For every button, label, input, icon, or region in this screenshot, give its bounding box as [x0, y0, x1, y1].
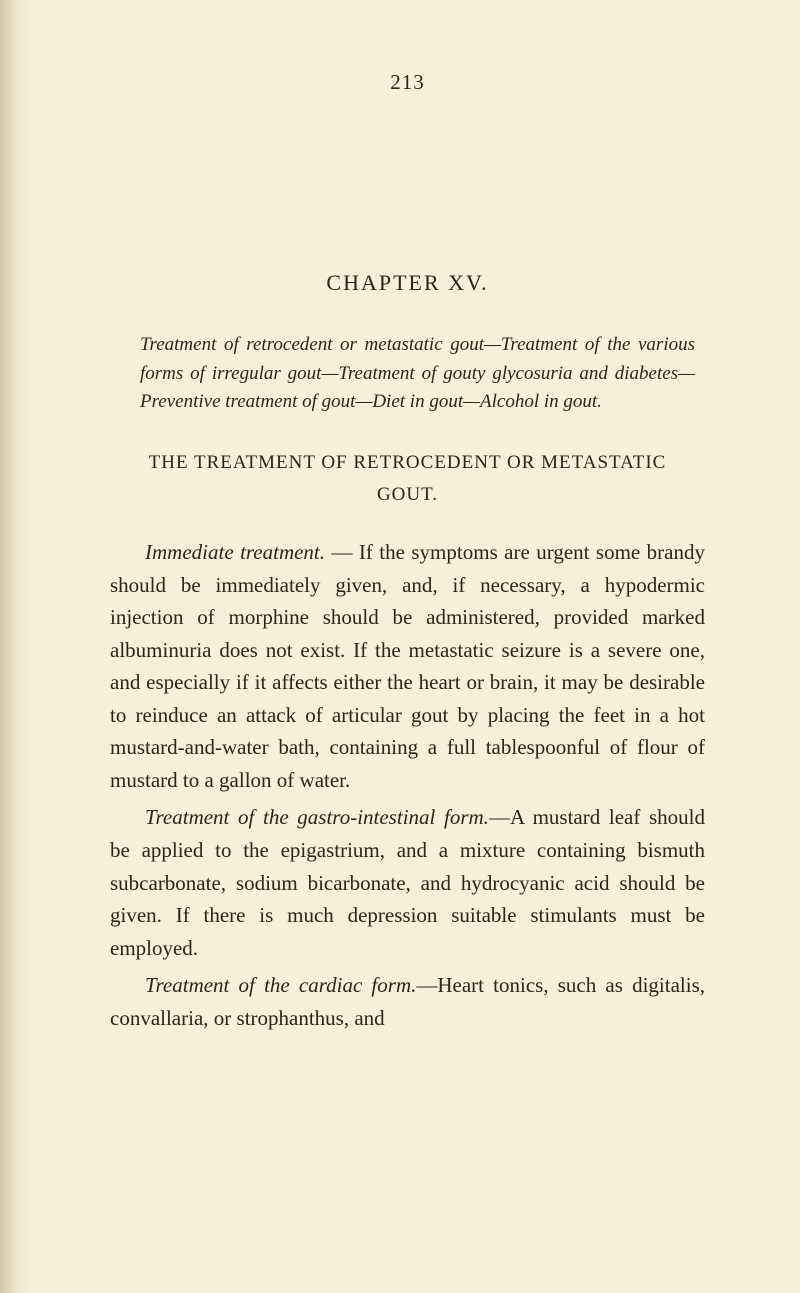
chapter-summary: Treatment of retrocedent or metastatic g… — [110, 331, 705, 417]
para2-lead: Treatment of the gastro-intestinal form. — [145, 805, 489, 829]
page-content: 213 CHAPTER XV. Treatment of retrocedent… — [0, 0, 800, 1293]
paragraph-1: Immediate treatment. — If the symptoms a… — [110, 536, 705, 796]
para1-lead: Immediate treatment. — [145, 540, 325, 564]
binding-shadow — [0, 0, 35, 1293]
page-number: 213 — [110, 70, 705, 95]
para1-body: — If the symptoms are urgent some brandy… — [110, 540, 705, 792]
para3-lead: Treatment of the cardiac form. — [145, 973, 416, 997]
paragraph-2: Treatment of the gastro-intestinal form.… — [110, 801, 705, 964]
chapter-title: CHAPTER XV. — [110, 270, 705, 296]
section-heading: THE TREATMENT OF RETROCEDENT OR METASTAT… — [110, 447, 705, 512]
paragraph-3: Treatment of the cardiac form.—Heart ton… — [110, 969, 705, 1034]
